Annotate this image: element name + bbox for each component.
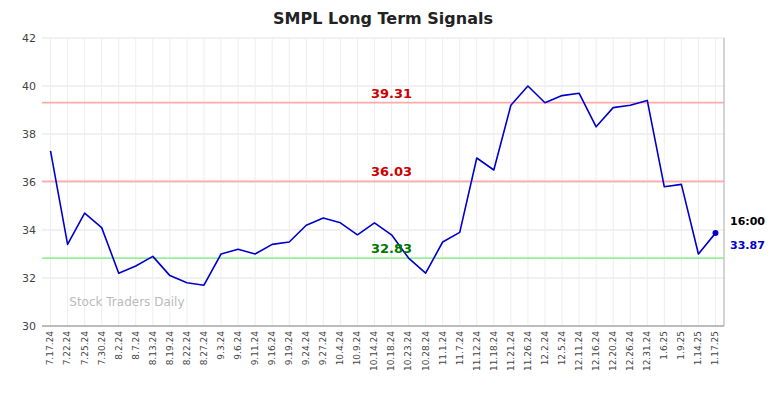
x-tick-label: 11.1.24 [438,331,448,366]
y-tick-label: 36 [22,176,36,189]
x-tick-label: 1.9.25 [676,331,686,360]
x-tick-label: 12.26.24 [625,331,635,371]
reference-line [42,180,724,182]
x-tick-label: 12.11.24 [574,331,584,371]
grid-line-y [42,38,724,39]
end-point [712,230,718,236]
x-tick-label: 7.25.24 [80,331,90,366]
grid-line-y [42,134,724,135]
x-tick-label: 12.20.24 [608,331,618,371]
x-axis-line [42,326,724,327]
x-tick-label: 9.3.24 [216,331,226,360]
x-tick-label: 8.27.24 [199,331,209,366]
y-tick-label: 42 [22,32,36,45]
price-line [51,86,716,285]
reference-label: 36.03 [371,164,412,179]
reference-line [42,102,724,104]
plot-area [42,86,724,285]
x-tick-label: 8.2.24 [114,331,124,360]
x-tick-label: 8.7.24 [131,331,141,360]
x-tick-label: 9.24.24 [301,331,311,366]
x-tick-label: 12.16.24 [591,331,601,371]
y-tick-label: 30 [22,320,36,333]
x-tick-label: 10.14.24 [369,331,379,371]
grid-line-y [42,326,724,327]
x-tick-label: 9.16.24 [267,331,277,366]
x-tick-label: 9.19.24 [284,331,294,366]
x-tick-label: 10.23.24 [403,331,413,371]
chart: SMPL Long Term Signals 30 32 34 36 38 40 42 7.17… [0,0,784,398]
x-tick-label: 10.18.24 [386,331,396,371]
grid-line-y [42,278,724,279]
x-tick-label: 10.4.24 [335,331,345,366]
title: SMPL Long Term Signals [273,9,493,28]
x-tick-label: 7.22.24 [62,331,72,366]
x-tick-label: 11.26.24 [523,331,533,371]
y-tick-label: 34 [22,224,36,237]
x-tick-label: 11.7.24 [455,331,465,366]
x-tick-label: 8.13.24 [148,331,158,366]
x-tick-label: 1.14.25 [693,331,703,365]
reference-line [42,257,724,259]
grid-line-y [42,182,724,183]
y-tick-label: 38 [22,128,36,141]
y-tick-label: 40 [22,80,36,93]
x-tick-label: 9.27.24 [318,331,328,366]
x-tick-label: 11.18.24 [489,331,499,371]
x-tick-label: 11.12.24 [472,331,482,371]
x-tick-label: 10.28.24 [421,331,431,371]
x-tick-label: 12.5.24 [557,331,567,366]
x-tick-label: 11.21.24 [506,331,516,371]
end-label: 16:00 [730,215,765,228]
x-tick-label: 1.6.25 [659,331,669,360]
end-label: 33.87 [730,239,765,252]
x-tick-label: 8.22.24 [182,331,192,366]
x-tick-label: 9.6.24 [233,331,243,360]
x-tick-label: 7.30.24 [97,331,107,366]
x-tick-label: 10.9.24 [352,331,362,366]
x-tick-label: 12.31.24 [642,331,652,371]
reference-label: 39.31 [371,86,412,101]
watermark: Stock Traders Daily [69,295,184,309]
x-tick-label: 7.17.24 [45,331,55,366]
x-tick-label: 1.17.25 [710,331,720,365]
reference-label: 32.83 [371,241,412,256]
y-tick-label: 32 [22,272,36,285]
x-tick-label: 12.2.24 [540,331,550,366]
x-tick-label: 8.19.24 [165,331,175,366]
x-tick-label: 9.11.24 [250,331,260,366]
grid [42,38,724,326]
